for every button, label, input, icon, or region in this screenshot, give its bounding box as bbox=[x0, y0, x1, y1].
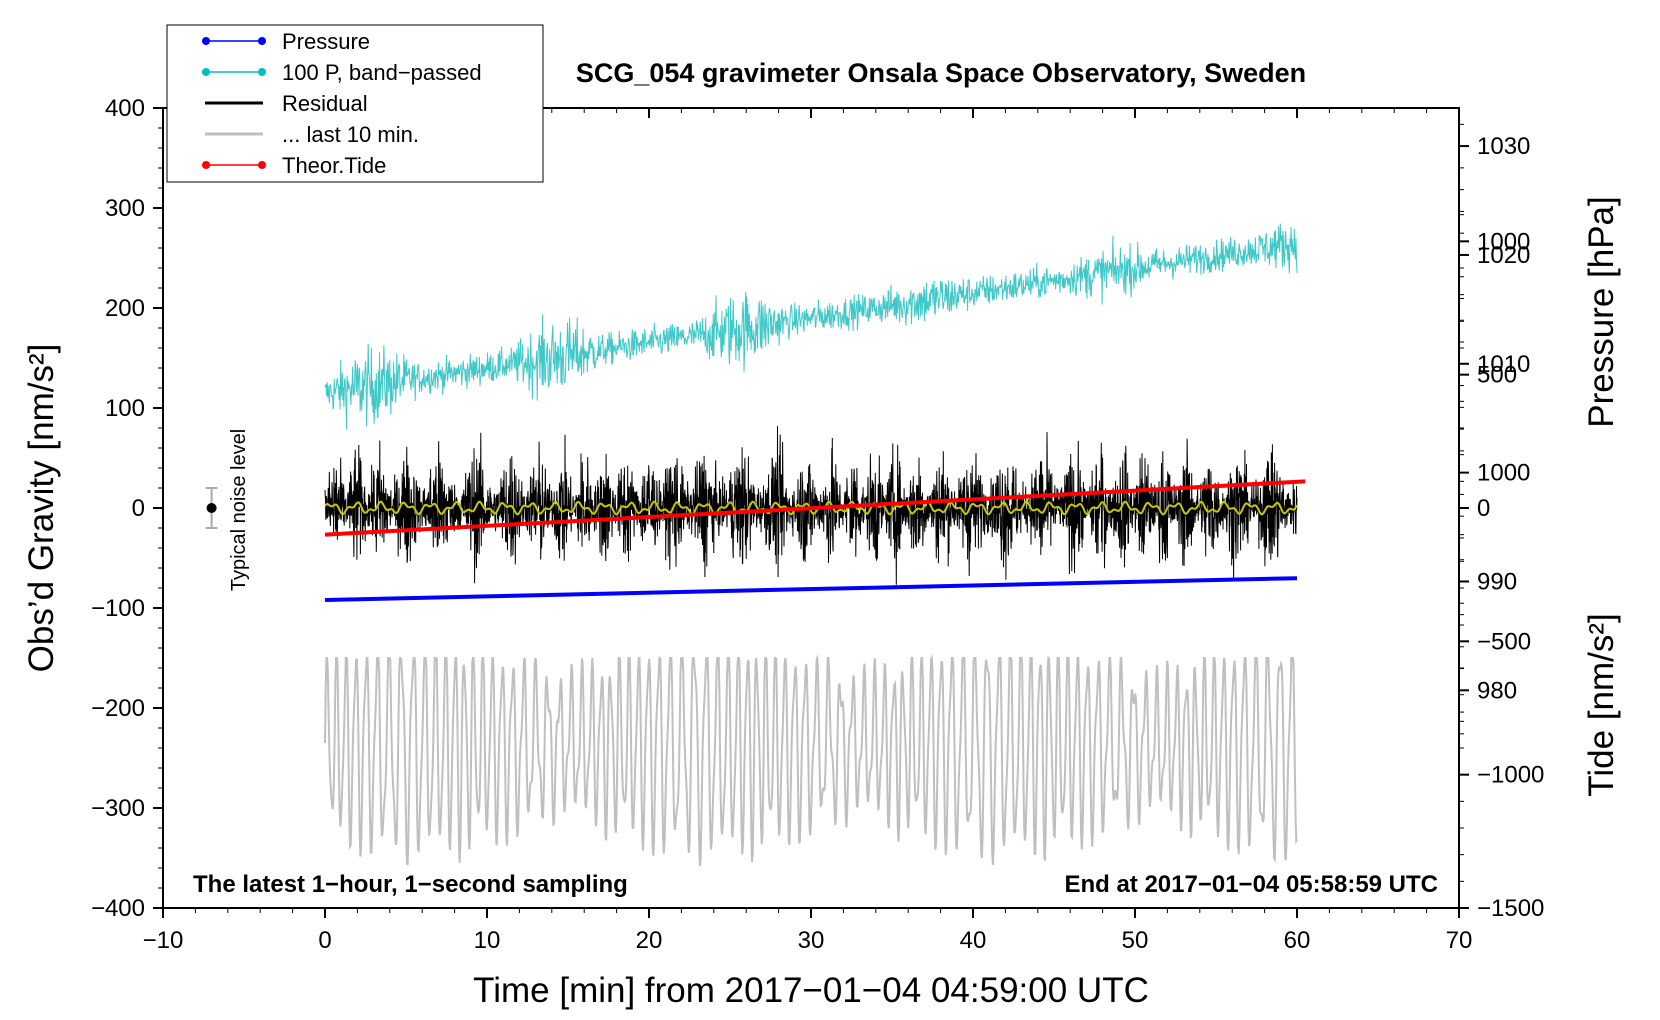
last-10-min-line bbox=[324, 654, 1298, 867]
pressure-tick-label: 1010 bbox=[1477, 351, 1530, 378]
legend-label: Theor.Tide bbox=[282, 153, 386, 178]
tide-tick-label: −1000 bbox=[1477, 762, 1544, 789]
theor-tide-series bbox=[324, 479, 1306, 537]
tide-tick-label: −1500 bbox=[1477, 895, 1544, 922]
theor-tide-line bbox=[324, 479, 1306, 537]
legend-swatch-marker bbox=[202, 37, 210, 45]
x-tick-label: 70 bbox=[1446, 927, 1473, 954]
legend-swatch-marker bbox=[258, 161, 266, 169]
left-axis-label: Obs’d Gravity [nm/s²] bbox=[22, 344, 61, 673]
noise-point bbox=[206, 503, 217, 513]
left-tick-label: 0 bbox=[132, 495, 145, 522]
band-passed-pressure-series bbox=[324, 223, 1298, 430]
legend-swatch-marker bbox=[202, 68, 210, 76]
low-pass-line bbox=[324, 500, 1298, 516]
tide-tick-label: 500 bbox=[1477, 362, 1517, 389]
pressure-line bbox=[324, 576, 1298, 602]
pressure-tick-label: 1030 bbox=[1477, 133, 1530, 160]
legend-swatch-marker bbox=[202, 161, 210, 169]
pressure-series bbox=[324, 576, 1298, 602]
last-10-min-series bbox=[324, 654, 1298, 867]
pressure-tick-label: 980 bbox=[1477, 677, 1517, 704]
x-tick-label: 30 bbox=[798, 927, 825, 954]
x-axis-ticks: −10 0 10 20 30 40 50 60 70 bbox=[143, 108, 1473, 954]
legend-swatch-marker bbox=[258, 37, 266, 45]
noise-level-marker: Typical noise level bbox=[205, 429, 250, 591]
low-pass-series bbox=[324, 500, 1298, 516]
left-tick-label: −300 bbox=[91, 795, 145, 822]
legend-label: Residual bbox=[282, 91, 368, 116]
left-tick-label: 100 bbox=[105, 395, 145, 422]
left-tick-label: −400 bbox=[91, 895, 145, 922]
residual-line bbox=[324, 426, 1298, 585]
left-tick-label: −100 bbox=[91, 595, 145, 622]
legend-label: 100 P, band−passed bbox=[282, 60, 482, 85]
residual-series bbox=[324, 426, 1298, 585]
pressure-axis-ticks: 1030 1020 1010 1000 990 980 bbox=[1459, 123, 1530, 735]
left-tick-label: 400 bbox=[105, 95, 145, 122]
tide-tick-label: 0 bbox=[1477, 495, 1490, 522]
x-tick-label: 60 bbox=[1284, 927, 1311, 954]
tide-tick-label: 1000 bbox=[1477, 228, 1530, 255]
legend-label: ... last 10 min. bbox=[282, 122, 419, 147]
noise-level-label: Typical noise level bbox=[228, 429, 250, 591]
chart-title: SCG_054 gravimeter Onsala Space Observat… bbox=[576, 58, 1306, 88]
x-tick-label: 50 bbox=[1122, 927, 1149, 954]
left-tick-label: 200 bbox=[105, 295, 145, 322]
sampling-annotation: The latest 1−hour, 1−second sampling bbox=[193, 871, 628, 898]
x-tick-label: 20 bbox=[636, 927, 663, 954]
pressure-axis-label: Pressure [hPa] bbox=[1582, 196, 1621, 428]
tide-axis-label: Tide [nm/s²] bbox=[1582, 613, 1621, 796]
legend-label: Pressure bbox=[282, 29, 370, 54]
pressure-tick-label: 990 bbox=[1477, 568, 1517, 595]
legend-swatch-marker bbox=[258, 68, 266, 76]
tide-tick-label: −500 bbox=[1477, 628, 1531, 655]
x-tick-label: 40 bbox=[960, 927, 987, 954]
tide-axis-ticks: 1000 500 0 −500 −1000 −1500 bbox=[1459, 214, 1544, 922]
x-tick-label: 0 bbox=[318, 927, 331, 954]
x-axis-label: Time [min] from 2017−01−04 04:59:00 UTC bbox=[473, 971, 1149, 1010]
left-axis-ticks: 400 300 200 100 0 −100 −200 −300 −400 bbox=[91, 95, 163, 922]
end-time-annotation: End at 2017−01−04 05:58:59 UTC bbox=[1064, 871, 1438, 898]
legend: Pressure 100 P, band−passed Residual ... la… bbox=[166, 24, 544, 183]
left-tick-label: 300 bbox=[105, 195, 145, 222]
x-tick-label: −10 bbox=[143, 927, 184, 954]
x-tick-label: 10 bbox=[474, 927, 501, 954]
pressure-tick-label: 1020 bbox=[1477, 242, 1530, 269]
pressure-tick-label: 1000 bbox=[1477, 460, 1530, 487]
left-tick-label: −200 bbox=[91, 695, 145, 722]
band-passed-pressure-line bbox=[324, 223, 1298, 430]
